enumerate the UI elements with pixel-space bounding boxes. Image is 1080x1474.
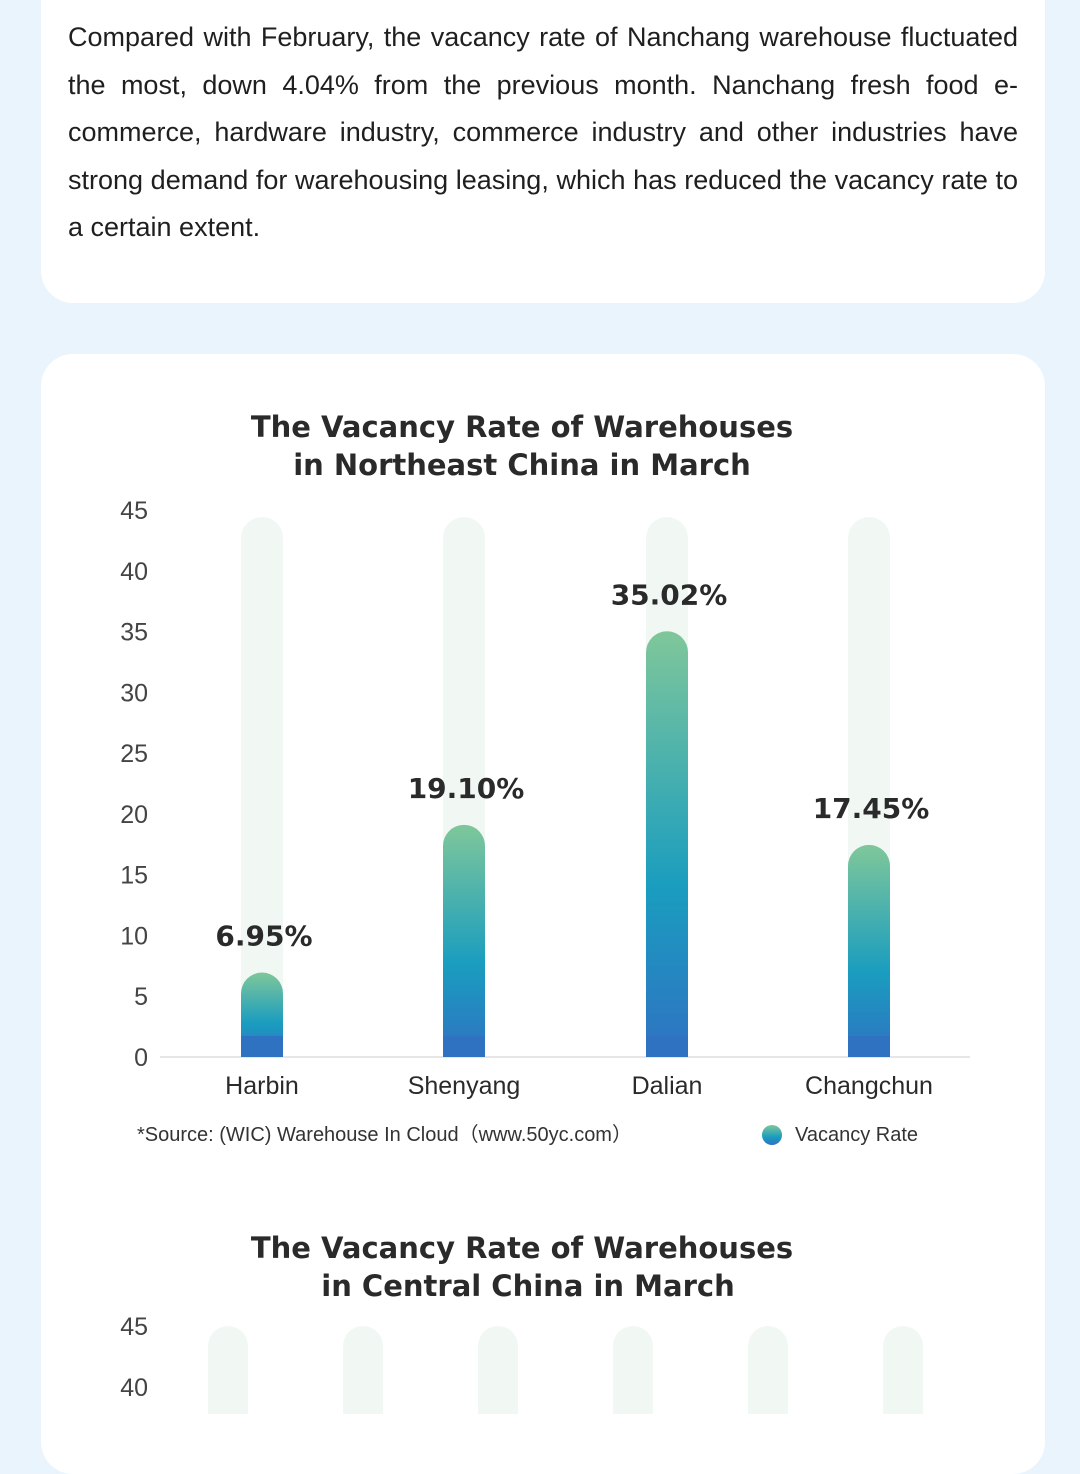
chart1-bar [241, 972, 283, 1057]
chart1-bar-base [848, 1036, 890, 1057]
chart1-bar [443, 824, 485, 1057]
chart2-title-line1: The Vacancy Rate of Warehouses [251, 1231, 793, 1265]
chart2-bar-track [748, 1326, 788, 1414]
chart1-bar-harbin [241, 972, 283, 1057]
chart2-bar-track [343, 1326, 383, 1414]
chart2-y-tick: 45 [120, 1313, 148, 1341]
chart1-bar [848, 844, 890, 1057]
chart2-bar-track [208, 1326, 248, 1414]
chart1-y-tick: 35 [120, 619, 148, 647]
chart1-bar [646, 631, 688, 1057]
chart1-y-tick: 10 [120, 922, 148, 950]
chart1-category-label: Harbin [225, 1072, 299, 1100]
chart1-y-tick: 45 [120, 497, 148, 525]
chart1-source-note: *Source: (WIC) Warehouse In Cloud（www.50… [137, 1123, 632, 1146]
chart1-category-label: Shenyang [408, 1072, 521, 1100]
chart1-value-label: 17.45% [813, 792, 930, 825]
chart1-y-tick: 40 [120, 558, 148, 586]
chart1-y-tick: 25 [120, 740, 148, 768]
chart1-value-label: 6.95% [215, 920, 312, 953]
chart1-bar-base [443, 1036, 485, 1057]
legend-marker [762, 1125, 782, 1145]
chart1-value-label: 19.10% [408, 772, 525, 805]
chart1-bar-dalian [646, 631, 688, 1057]
chart1-value-label: 35.02% [611, 578, 728, 611]
chart2-y-tick: 40 [120, 1374, 148, 1402]
chart1-bar-base [646, 1036, 688, 1057]
chart1-y-tick: 30 [120, 679, 148, 707]
intro-paragraph: Compared with February, the vacancy rate… [68, 22, 1018, 242]
chart2-bar-track [613, 1326, 653, 1414]
legend-label: Vacancy Rate [795, 1124, 918, 1146]
chart1-title-line1: The Vacancy Rate of Warehouses [251, 410, 793, 444]
chart1-y-tick: 15 [120, 862, 148, 890]
chart1-y-tick: 0 [134, 1044, 148, 1072]
chart1-bar-base [241, 1036, 283, 1057]
chart1-category-label: Dalian [632, 1072, 703, 1100]
intro-card [41, 0, 1045, 303]
chart1-title-line2: in Northeast China in March [293, 448, 751, 482]
chart1-bar-shenyang [443, 824, 485, 1057]
chart1-bar-track [241, 517, 283, 1057]
chart1-y-tick: 5 [134, 983, 148, 1011]
chart2-title-line2: in Central China in March [321, 1269, 734, 1303]
chart1-bar-changchun [848, 844, 890, 1057]
chart1-category-label: Changchun [805, 1072, 933, 1100]
chart2-bar-track [478, 1326, 518, 1414]
charts-canvas: The Vacancy Rate of Warehouses in Northe… [120, 410, 970, 1414]
chart1-y-tick: 20 [120, 801, 148, 829]
chart2-bar-track [883, 1326, 923, 1414]
